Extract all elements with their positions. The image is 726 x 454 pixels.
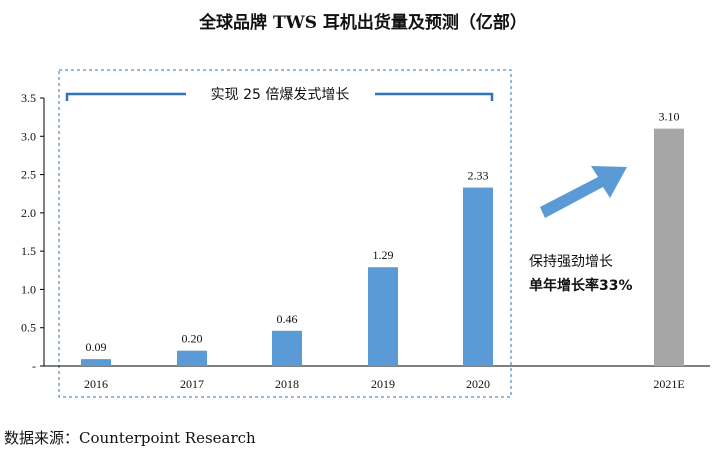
y-tick-label: 3.5: [21, 91, 36, 105]
x-tick-label-2016: 2016: [84, 377, 108, 391]
source-note: 数据来源：Counterpoint Research: [4, 429, 256, 447]
growth-text-line1: 保持强劲增长: [529, 254, 613, 270]
x-tick-label-2021E: 2021E: [653, 377, 684, 391]
data-label-2020: 2.33: [468, 169, 489, 183]
data-label-2018: 0.46: [277, 312, 298, 326]
bar-2019: [368, 267, 398, 366]
x-tick-label-2017: 2017: [180, 377, 204, 391]
bar-2020: [463, 187, 493, 366]
historical-period-box: [58, 69, 512, 398]
data-label-2016: 0.09: [86, 340, 107, 354]
y-tick-label: 1.0: [21, 282, 36, 296]
chart-title: 全球品牌 TWS 耳机出货量及预测（亿部）: [199, 13, 527, 33]
y-tick-label: -: [32, 359, 36, 373]
y-tick-label: 3.0: [21, 129, 36, 143]
y-tick-label: 0.5: [21, 321, 36, 335]
bar-2021E: [654, 128, 684, 366]
bar-2018: [272, 330, 302, 366]
x-tick-label-2018: 2018: [275, 377, 299, 391]
y-tick-label: 1.5: [21, 244, 36, 258]
growth-arrow: [540, 166, 627, 218]
bar-2017: [177, 350, 207, 366]
x-tick-label-2019: 2019: [371, 377, 395, 391]
y-tick-label: 2.5: [21, 168, 36, 182]
data-label-2019: 1.29: [373, 248, 394, 262]
x-tick-label-2020: 2020: [466, 377, 490, 391]
data-label-2017: 0.20: [182, 332, 203, 346]
data-label-2021E: 3.10: [659, 110, 680, 124]
bar-2016: [81, 359, 111, 366]
growth-bracket-label: 实现 25 倍爆发式增长: [211, 87, 350, 103]
growth-bracket: [65, 92, 494, 101]
growth-text-line2: 单年增长率33%: [529, 277, 633, 294]
y-tick-label: 2.0: [21, 206, 36, 220]
